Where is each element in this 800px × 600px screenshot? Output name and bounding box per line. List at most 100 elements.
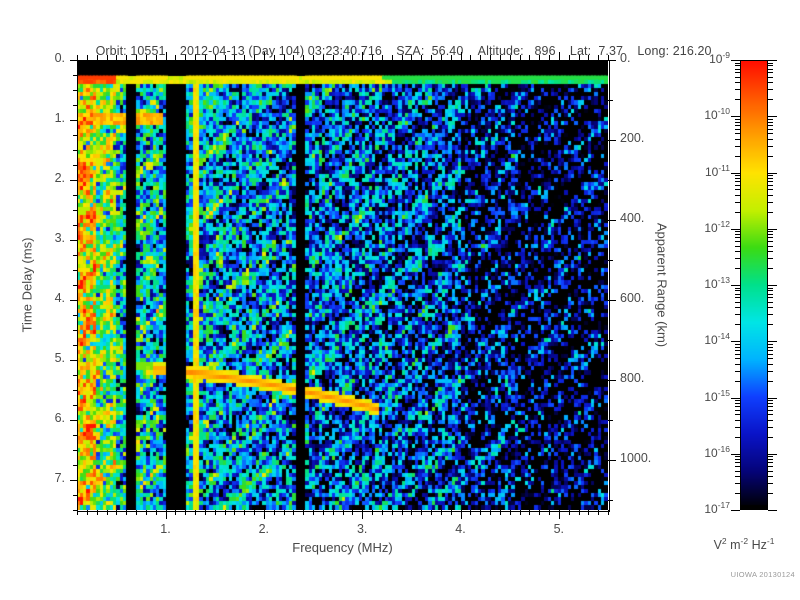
y-tick-label: 5. <box>54 351 65 365</box>
y2-tick-label: 0. <box>620 51 631 65</box>
colorbar-tick-minor <box>768 343 773 345</box>
x-tick-minor <box>421 510 423 515</box>
x-tick-minor <box>381 510 383 515</box>
colorbar-tick-minor <box>768 121 773 123</box>
x-tick-top <box>145 55 147 60</box>
colorbar-tick-minor-left <box>735 68 740 70</box>
x-tick-label: 2. <box>258 522 270 536</box>
x-tick-minor <box>568 510 570 515</box>
colorbar-tick-minor-left <box>735 175 740 177</box>
y-tick-major <box>70 240 77 241</box>
colorbar-tick-minor <box>768 400 773 402</box>
colorbar-tick-label: 10-15 <box>704 387 730 404</box>
y-tick-minor <box>73 135 77 136</box>
x-tick-minor <box>254 510 255 515</box>
colorbar-tick-minor-left <box>735 89 740 91</box>
lat-value: 7.37 <box>598 44 624 58</box>
colorbar-tick-minor <box>768 181 773 183</box>
y2-tick-minor <box>608 100 613 101</box>
y2-tick-minor <box>608 420 613 421</box>
colorbar-tick-minor-left <box>735 181 740 183</box>
x-tick-minor <box>77 510 78 515</box>
colorbar-tick-minor <box>768 189 773 191</box>
y-tick-minor <box>73 165 77 166</box>
colorbar-tick-minor <box>768 128 773 130</box>
y-tick-major <box>70 420 77 421</box>
x-tick-top <box>381 55 383 60</box>
orbit-value: 10551 <box>130 44 166 58</box>
colorbar-tick-minor <box>768 287 773 289</box>
x-tick-minor <box>313 510 314 515</box>
colorbar-tick-minor-left <box>735 184 740 186</box>
x-tick-top <box>401 55 403 60</box>
colorbar-tick-minor-left <box>735 400 740 402</box>
x-tick-top <box>568 55 570 60</box>
x-tick-minor <box>332 510 334 515</box>
y-tick-major <box>70 300 77 301</box>
colorbar-tick-minor-left <box>735 201 740 203</box>
colorbar-tick-minor <box>768 138 773 140</box>
x-tick-minor <box>234 510 236 515</box>
x-tick-minor <box>185 510 187 515</box>
colorbar-tick-major-left <box>731 341 740 343</box>
source-credit: UIOWA 20130124 <box>730 570 795 579</box>
colorbar-tick-minor <box>768 293 773 295</box>
y-tick-label: 0. <box>54 51 65 65</box>
colorbar-tick-minor-left <box>735 380 740 382</box>
x-tick-top <box>608 55 609 60</box>
y-tick-minor <box>73 330 77 331</box>
y-tick-minor <box>73 225 77 226</box>
colorbar-tick-minor-left <box>735 258 740 260</box>
colorbar-tick-label: 10-9 <box>709 50 730 66</box>
colorbar-tick-minor <box>768 155 773 157</box>
colorbar-tick-minor <box>768 118 773 120</box>
x-tick-top <box>332 55 334 60</box>
colorbar-tick-minor-left <box>735 241 740 243</box>
colorbar-tick-minor <box>768 314 773 316</box>
x-tick-minor <box>450 510 452 515</box>
x-tick-minor <box>549 510 550 515</box>
y-tick-minor <box>73 510 77 511</box>
x-tick-top <box>539 55 541 60</box>
x-tick-top <box>155 55 157 60</box>
x-tick-minor <box>352 510 354 515</box>
y2-tick-major <box>608 380 616 381</box>
y-tick-minor <box>73 465 77 466</box>
colorbar-tick-minor <box>768 297 773 299</box>
x-tick-top <box>293 55 295 60</box>
y-tick-label: 3. <box>54 231 65 245</box>
colorbar-tick-minor-left <box>735 211 740 213</box>
x-tick-top <box>96 55 98 60</box>
y-tick-minor <box>73 405 77 406</box>
y2-tick-major <box>608 300 616 301</box>
x-tick-minor <box>509 510 511 515</box>
colorbar-tick-minor <box>768 194 773 196</box>
y-tick-minor <box>73 345 77 346</box>
colorbar-tick-minor <box>768 419 773 421</box>
colorbar-tick-label: 10-10 <box>704 106 730 123</box>
x-tick-top <box>303 55 305 60</box>
x-tick-minor <box>126 510 128 515</box>
x-tick-label: 1. <box>160 522 171 536</box>
x-tick-minor <box>175 510 177 515</box>
x-axis-title: Frequency (MHz) <box>292 540 393 555</box>
colorbar-tick-minor-left <box>735 138 740 140</box>
x-tick-minor <box>499 510 501 515</box>
x-tick-minor <box>391 510 393 515</box>
x-tick-top <box>578 55 580 60</box>
x-tick-top <box>440 55 442 60</box>
y-tick-major <box>70 60 77 61</box>
x-tick-minor <box>440 510 442 515</box>
colorbar-tick-minor-left <box>735 462 740 464</box>
x-tick-minor <box>588 510 590 515</box>
x-tick-minor <box>273 510 275 515</box>
y2-tick-major <box>608 140 616 141</box>
right-axis-title: Apparent Range (km) <box>654 222 670 348</box>
colorbar-tick-major-left <box>731 397 740 399</box>
colorbar-tick-minor-left <box>735 483 740 485</box>
colorbar-tick-minor <box>768 184 773 186</box>
colorbar-tick-minor <box>768 234 773 236</box>
x-tick-top <box>450 55 452 60</box>
x-tick-minor <box>411 510 413 515</box>
y-tick-minor <box>73 390 77 391</box>
